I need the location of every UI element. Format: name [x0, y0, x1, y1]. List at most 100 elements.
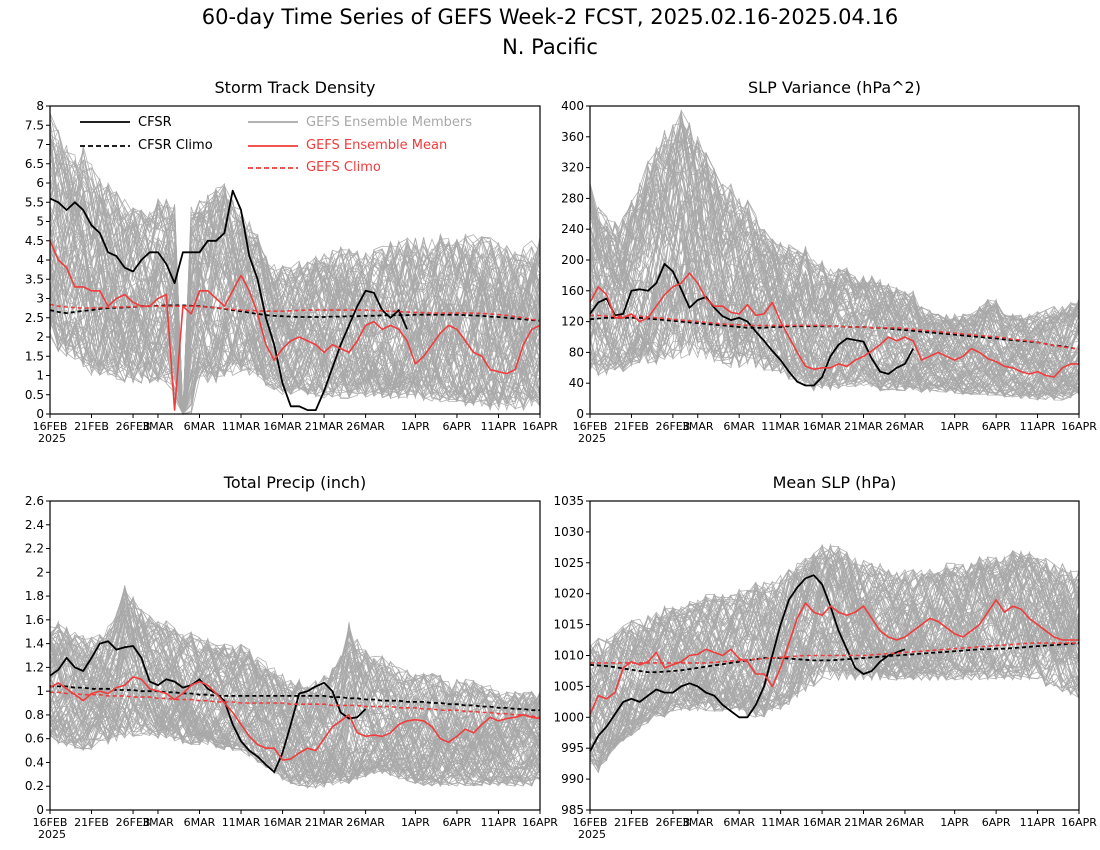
y-tick-label: 1025 — [553, 556, 584, 570]
ensemble-member-line — [589, 228, 1080, 355]
x-tick-label: 1APR — [401, 816, 430, 829]
x-tick-label: 11MAR — [761, 816, 800, 829]
ensemble-member-line — [49, 671, 541, 785]
y-tick-label: 1.8 — [25, 589, 44, 603]
y-tick-label: 2.5 — [25, 311, 44, 325]
y-tick-label: 2 — [36, 565, 44, 579]
y-tick-label: 7.5 — [25, 118, 44, 132]
y-tick-label: 0 — [576, 407, 584, 421]
x-tick-label: 26MAR — [886, 816, 925, 829]
y-tick-label: 240 — [561, 222, 584, 236]
y-tick-label: 4 — [36, 253, 44, 267]
ensemble-member-line — [49, 205, 541, 415]
gefs-mean-series-line — [49, 240, 541, 411]
x-tick-label: 6MAR — [184, 816, 216, 829]
y-tick-label: 8 — [36, 99, 44, 113]
ensemble-member-line — [589, 243, 1080, 393]
cfsr-climo-series-line — [589, 642, 1080, 674]
y-tick-label: 400 — [561, 99, 584, 113]
x-tick-label: 21MAR — [305, 420, 344, 433]
x-tick-label: 16MAR — [263, 420, 302, 433]
gefs-climo-series-line — [590, 314, 1080, 351]
ensemble-member-line — [49, 275, 541, 416]
y-tick-label: 120 — [561, 315, 584, 329]
x-tick-label: 21FEB — [614, 816, 649, 829]
x-tick-label: 11MAR — [222, 420, 261, 433]
ensemble-member-line — [589, 226, 1080, 396]
ensemble-member-line — [49, 624, 541, 779]
y-tick-label: 160 — [561, 284, 584, 298]
ensemble-member-line — [589, 132, 1080, 392]
ensemble-member-line — [589, 551, 1080, 732]
x-tick-label: 16FEB — [573, 816, 608, 829]
panel-title: Storm Track Density — [215, 78, 376, 97]
x-tick-label: 1APR — [940, 816, 969, 829]
x-year-label: 2025 — [578, 432, 606, 445]
y-tick-label: 40 — [569, 376, 584, 390]
y-tick-label: 1005 — [553, 679, 584, 693]
ensemble-member-line — [49, 618, 541, 782]
x-tick-label: 26FEB — [655, 420, 690, 433]
ensemble-member-line — [49, 195, 541, 415]
y-tick-label: 0.8 — [25, 708, 44, 722]
legend-gefs-climo-label: GEFS Climo — [306, 160, 381, 175]
gefs-climo-series-line — [50, 691, 541, 719]
y-tick-label: 200 — [561, 253, 584, 267]
x-tick-label: 26FEB — [116, 816, 151, 829]
ensemble-member-line — [49, 161, 541, 415]
y-tick-label: 995 — [561, 741, 584, 755]
ensemble-member-line — [49, 149, 541, 415]
y-tick-label: 1.4 — [25, 637, 44, 651]
x-tick-label: 11APR — [1020, 816, 1056, 829]
ensemble-member-line — [589, 159, 1080, 397]
y-tick-label: 80 — [569, 345, 584, 359]
x-tick-label: 16APR — [522, 816, 558, 829]
y-tick-label: 6 — [36, 176, 44, 190]
ensemble-member-line — [49, 177, 541, 415]
ensemble-member-line — [589, 554, 1080, 732]
y-tick-label: 990 — [561, 772, 584, 786]
x-tick-label: 3MAR — [682, 816, 714, 829]
ensemble-member-line — [589, 561, 1080, 715]
x-tick-label: 6MAR — [723, 420, 755, 433]
ensemble-member-line — [49, 134, 541, 415]
x-tick-label: 16APR — [1061, 816, 1097, 829]
x-tick-label: 6APR — [982, 420, 1011, 433]
ensemble-member-line — [49, 238, 541, 415]
ensemble-member-line — [49, 193, 541, 415]
figure-title: 60-day Time Series of GEFS Week-2 FCST, … — [201, 5, 899, 29]
ensemble-member-line — [589, 226, 1080, 397]
ensemble-member-line — [589, 560, 1080, 752]
ensemble-member-line — [589, 565, 1080, 747]
gefs-mean-series-line — [49, 676, 541, 761]
ensemble-member-line — [589, 125, 1080, 395]
ensemble-member-line — [49, 209, 541, 415]
x-tick-label: 11APR — [481, 420, 517, 433]
y-tick-label: 0.4 — [25, 755, 44, 769]
x-tick-label: 16FEB — [33, 420, 68, 433]
y-tick-label: 1 — [36, 684, 44, 698]
ensemble-member-line — [589, 110, 1080, 385]
ensemble-member-line — [589, 553, 1080, 673]
ensemble-member-line — [589, 545, 1080, 750]
y-tick-label: 0.5 — [25, 388, 44, 402]
ensemble-member-line — [49, 595, 541, 784]
y-tick-label: 1.5 — [25, 349, 44, 363]
x-tick-label: 6MAR — [723, 816, 755, 829]
x-year-label: 2025 — [38, 432, 66, 445]
y-tick-label: 3.5 — [25, 272, 44, 286]
panel-title: Total Precip (inch) — [223, 473, 366, 492]
y-tick-label: 2 — [36, 330, 44, 344]
ensemble-member-line — [49, 170, 541, 415]
ensemble-member-line — [589, 151, 1080, 392]
x-tick-label: 16FEB — [33, 816, 68, 829]
ensemble-member-line — [589, 586, 1080, 769]
y-tick-label: 320 — [561, 161, 584, 175]
ensemble-member-line — [589, 607, 1080, 739]
x-tick-label: 26MAR — [346, 816, 385, 829]
x-tick-label: 6APR — [443, 420, 472, 433]
y-tick-label: 1030 — [553, 525, 584, 539]
x-tick-label: 11MAR — [761, 420, 800, 433]
x-tick-label: 16MAR — [263, 816, 302, 829]
